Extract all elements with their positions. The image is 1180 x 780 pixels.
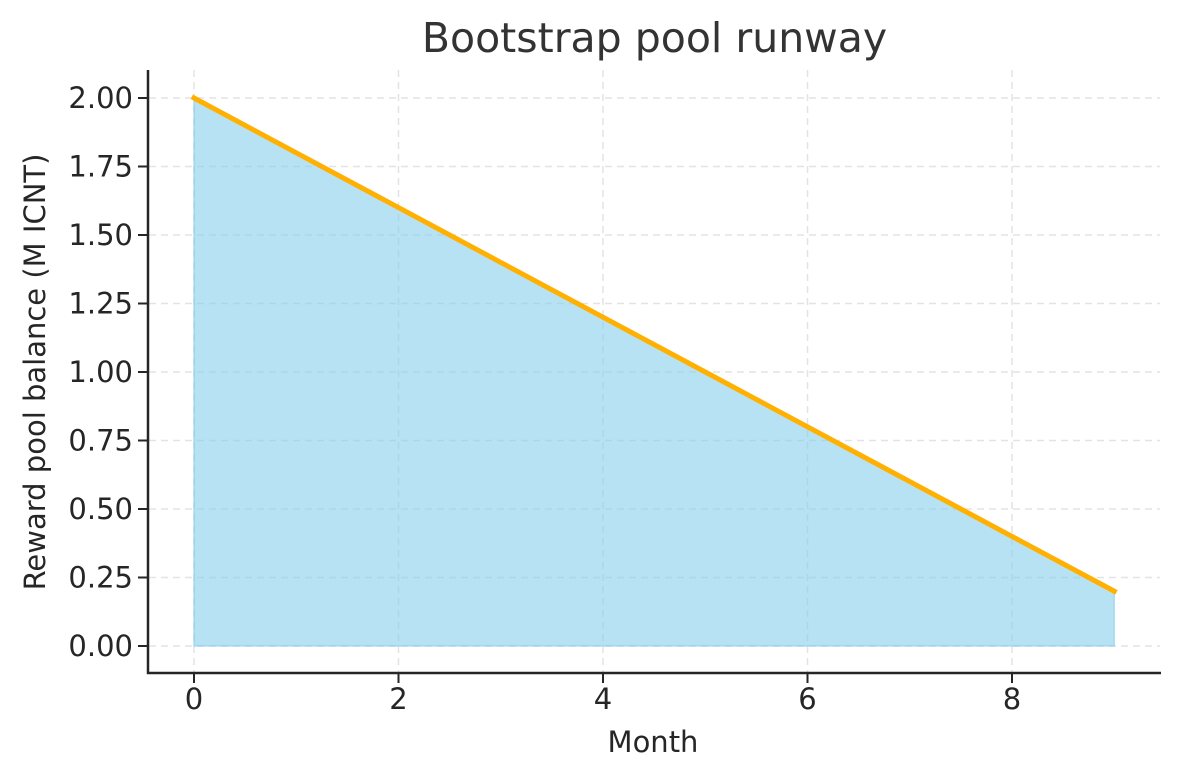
y-tick-label: 1.25 — [68, 287, 133, 321]
x-tick-label: 4 — [594, 682, 612, 716]
y-tick-label: 0.25 — [68, 561, 133, 595]
series-line — [190, 94, 1118, 595]
y-axis-label: Reward pool balance (M ICNT) — [18, 154, 52, 591]
y-tick-label: 1.50 — [68, 218, 133, 252]
y-tick-label: 2.00 — [68, 81, 133, 115]
x-axis-label: Month — [608, 725, 699, 759]
y-ticks: 0.00 0.25 0.50 0.75 1.00 1.25 1.50 1.75 2.00 — [68, 81, 148, 663]
x-ticks: 0 2 4 6 8 — [185, 673, 1021, 716]
y-tick-label: 1.75 — [68, 150, 133, 184]
y-tick-label: 0.75 — [68, 424, 133, 458]
y-tick-label: 1.00 — [68, 355, 133, 389]
chart-title: Bootstrap pool runway — [421, 14, 888, 62]
x-tick-label: 0 — [185, 682, 203, 716]
y-tick-label: 0.50 — [68, 492, 133, 526]
x-tick-label: 6 — [798, 682, 816, 716]
y-tick-label: 0.00 — [68, 629, 133, 663]
x-tick-label: 8 — [1003, 682, 1021, 716]
area-fill — [193, 96, 1115, 647]
x-tick-label: 2 — [389, 682, 407, 716]
